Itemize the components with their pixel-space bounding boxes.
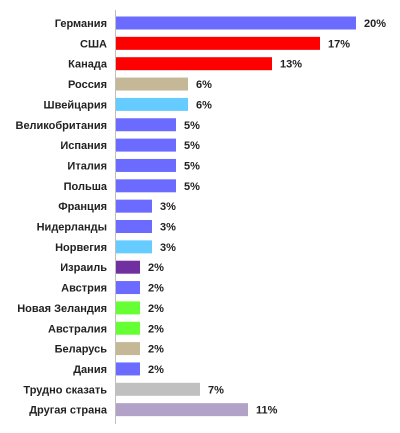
bar xyxy=(116,301,140,315)
category-label: Трудно сказать xyxy=(23,384,107,396)
category-label: Польша xyxy=(64,181,108,193)
value-label: 3% xyxy=(160,201,176,213)
value-label: 2% xyxy=(148,323,164,335)
category-label: Другая страна xyxy=(29,405,108,417)
category-label: Италия xyxy=(67,160,107,172)
bar xyxy=(116,240,152,254)
bar xyxy=(116,36,320,50)
category-label: Россия xyxy=(68,79,107,91)
bar xyxy=(116,118,176,132)
value-label: 6% xyxy=(196,99,212,111)
bar xyxy=(116,403,248,417)
value-label: 2% xyxy=(148,262,164,274)
bar xyxy=(116,281,140,295)
bar xyxy=(116,342,140,356)
category-label: Германия xyxy=(55,18,107,30)
value-label: 2% xyxy=(148,303,164,315)
category-label: Израиль xyxy=(60,262,107,274)
category-label: США xyxy=(80,38,107,50)
bar xyxy=(116,77,188,91)
value-label: 2% xyxy=(148,344,164,356)
category-label: Австрия xyxy=(61,283,107,295)
category-label: Швейцария xyxy=(44,99,107,111)
value-label: 5% xyxy=(184,120,200,132)
category-label: Нидерланды xyxy=(37,222,107,234)
value-label: 2% xyxy=(148,283,164,295)
bar xyxy=(116,16,356,30)
value-label: 7% xyxy=(208,384,224,396)
bar xyxy=(116,260,140,274)
bar xyxy=(116,220,152,233)
category-label: Великобритания xyxy=(16,120,108,132)
value-label: 17% xyxy=(328,38,350,50)
category-label: Дания xyxy=(73,364,107,376)
bar xyxy=(116,158,176,172)
value-label: 5% xyxy=(184,181,200,193)
bar xyxy=(116,321,140,335)
value-label: 2% xyxy=(148,364,164,376)
category-label: Канада xyxy=(68,59,108,71)
bar xyxy=(116,179,176,193)
value-label: 20% xyxy=(364,18,386,30)
value-label: 6% xyxy=(196,79,212,91)
bar xyxy=(116,362,140,376)
bar xyxy=(116,138,176,152)
bar xyxy=(116,382,200,396)
category-label: Франция xyxy=(58,201,107,213)
bar xyxy=(116,199,152,213)
category-label: Норвегия xyxy=(55,242,107,254)
value-label: 5% xyxy=(184,160,200,172)
value-label: 3% xyxy=(160,222,176,234)
value-label: 11% xyxy=(256,405,278,417)
bar xyxy=(116,57,272,71)
category-label: Беларусь xyxy=(55,344,108,356)
bar xyxy=(116,97,188,111)
value-label: 13% xyxy=(280,59,302,71)
category-label: Австралия xyxy=(48,323,107,335)
category-label: Новая Зеландия xyxy=(17,303,107,315)
value-label: 3% xyxy=(160,242,176,254)
category-label: Испания xyxy=(60,140,107,152)
value-label: 5% xyxy=(184,140,200,152)
